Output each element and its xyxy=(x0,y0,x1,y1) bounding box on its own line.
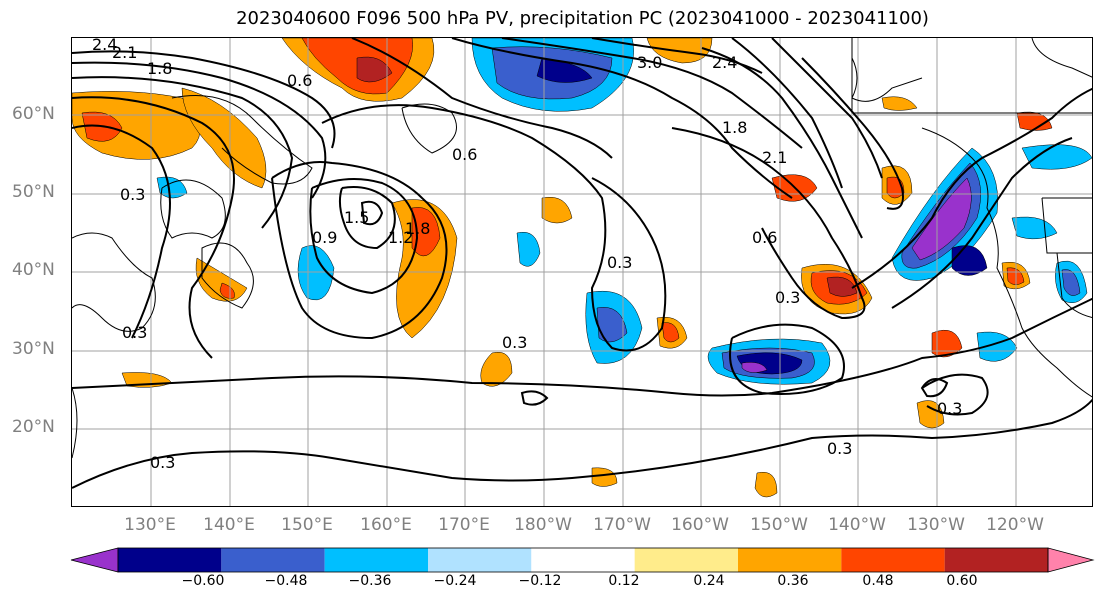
colorbar-box xyxy=(324,548,428,572)
contour-label: 0.6 xyxy=(752,228,777,247)
colorbar-tick: −0.60 xyxy=(181,573,225,589)
lon-label-180w: 180°W xyxy=(514,515,572,535)
colorbar-tick: −0.24 xyxy=(433,573,477,589)
colorbar-box xyxy=(531,548,635,572)
colorbar-tick: 0.12 xyxy=(608,573,640,589)
lat-label-50n: 50°N xyxy=(12,182,55,202)
lon-label-160e: 160°E xyxy=(360,515,412,535)
contour-label: 0.3 xyxy=(150,453,175,472)
lon-label-140e: 140°E xyxy=(203,515,255,535)
colorbar-tick: −0.36 xyxy=(348,573,392,589)
contour-label: 0.3 xyxy=(775,288,800,307)
contour-label: 1.5 xyxy=(344,208,369,227)
map-panel: 2.1 1.8 2.4 0.6 0.6 0.3 1.5 1.2 1.8 0.9 … xyxy=(71,37,1093,507)
contour-label: 2.1 xyxy=(762,148,787,167)
lat-label-60n: 60°N xyxy=(12,104,55,124)
contour-label: 0.3 xyxy=(607,253,632,272)
lon-label-120w: 120°W xyxy=(986,515,1044,535)
contour-label: 2.4 xyxy=(712,53,737,72)
graticule xyxy=(72,38,1092,506)
contour-labels: 2.1 1.8 2.4 0.6 0.6 0.3 1.5 1.2 1.8 0.9 … xyxy=(92,38,962,472)
contour-label: 0.3 xyxy=(120,185,145,204)
lon-label-150e: 150°E xyxy=(281,515,333,535)
lat-label-30n: 30°N xyxy=(12,339,55,359)
contour-label: 1.8 xyxy=(147,59,172,78)
pv-contours xyxy=(72,38,1092,489)
coastlines xyxy=(72,38,1092,459)
colorbar-tick: 0.36 xyxy=(777,573,809,589)
lon-label-130e: 130°E xyxy=(124,515,176,535)
contour-label: 0.3 xyxy=(122,323,147,342)
colorbar-box xyxy=(738,548,842,572)
map-canvas: 2.1 1.8 2.4 0.6 0.6 0.3 1.5 1.2 1.8 0.9 … xyxy=(72,38,1092,506)
colorbar-box xyxy=(944,548,1048,572)
map-title: 2023040600 F096 500 hPa PV, precipitatio… xyxy=(236,8,929,29)
colorbar-tick: 0.48 xyxy=(862,573,894,589)
lat-label-40n: 40°N xyxy=(12,260,55,280)
lat-label-20n: 20°N xyxy=(12,417,55,437)
colorbar-tick: −0.48 xyxy=(264,573,308,589)
contour-label: 0.6 xyxy=(287,71,312,90)
contour-label: 0.3 xyxy=(937,399,962,418)
precip-shading xyxy=(72,38,1092,498)
colorbar-box xyxy=(118,548,222,572)
lon-label-170w: 170°W xyxy=(593,515,651,535)
contour-label: 1.8 xyxy=(722,118,747,137)
lon-label-130w: 130°W xyxy=(907,515,965,535)
lon-label-170e: 170°E xyxy=(438,515,490,535)
contour-label: 3.0 xyxy=(637,53,662,72)
colorbar-extend-high xyxy=(1047,547,1095,573)
contour-label: 2.1 xyxy=(112,43,137,62)
colorbar-tick: 0.60 xyxy=(946,573,978,589)
contour-label: 1.8 xyxy=(405,219,430,238)
contour-label: 2.4 xyxy=(92,38,117,54)
contour-label: 0.3 xyxy=(827,439,852,458)
colorbar-extend-low xyxy=(70,547,119,573)
contour-label: 0.3 xyxy=(502,333,527,352)
colorbar-box xyxy=(634,548,738,572)
colorbar-box xyxy=(428,548,532,572)
colorbar-box xyxy=(221,548,325,572)
colorbar-tick: 0.24 xyxy=(693,573,725,589)
colorbar-tick: −0.12 xyxy=(518,573,562,589)
lon-label-160w: 160°W xyxy=(671,515,729,535)
colorbar xyxy=(70,547,1095,573)
contour-label: 1.2 xyxy=(388,228,413,247)
contour-label: 0.9 xyxy=(312,228,337,247)
colorbar-outline xyxy=(117,547,1049,573)
contour-label: 0.6 xyxy=(452,145,477,164)
colorbar-box xyxy=(841,548,945,572)
lon-label-140w: 140°W xyxy=(828,515,886,535)
lon-label-150w: 150°W xyxy=(750,515,808,535)
colorbar-boxes xyxy=(70,547,1095,573)
